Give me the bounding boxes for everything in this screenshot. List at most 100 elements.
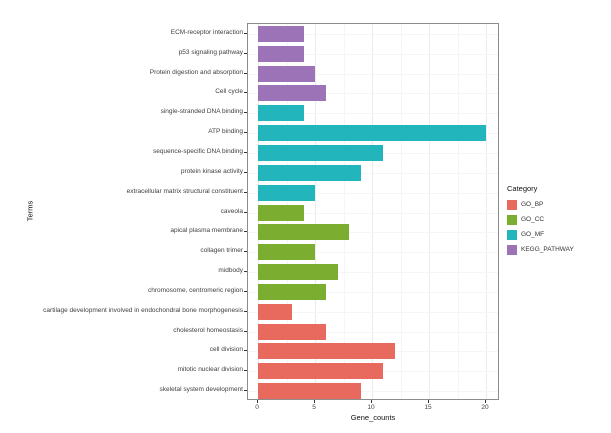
y-tick-mark <box>244 330 247 332</box>
bar-go_bp <box>258 323 327 340</box>
bar-go_mf <box>258 144 384 161</box>
gridline-major <box>486 24 487 399</box>
gridline-major <box>429 24 430 399</box>
y-tick-label: sequence-specific DNA binding <box>153 147 243 155</box>
y-tick-mark <box>244 52 247 54</box>
y-tick-label: collagen trimer <box>200 247 243 255</box>
x-axis-title: Gene_counts <box>350 413 396 422</box>
bar-go_mf <box>258 184 315 201</box>
bar-go_cc <box>258 264 338 281</box>
y-tick-label: caveola <box>220 207 243 215</box>
y-tick-mark <box>244 151 247 153</box>
gridline-minor <box>457 24 459 399</box>
gridline-horizontal <box>248 391 498 393</box>
y-axis-title: Terms <box>25 200 35 222</box>
gridline-horizontal <box>248 93 498 95</box>
bar-go_cc <box>258 204 304 221</box>
bar-go_cc <box>258 244 315 261</box>
bar-go_mf <box>258 164 361 181</box>
y-tick-mark <box>244 72 247 74</box>
gridline-horizontal <box>248 33 498 35</box>
legend-swatch-icon <box>507 229 517 240</box>
x-tick-mark <box>485 400 486 403</box>
bar-kegg_pathway <box>258 85 327 102</box>
y-tick-label: single-stranded DNA binding <box>160 108 243 116</box>
y-tick-mark <box>244 112 247 114</box>
x-tick-label: 20 <box>481 404 489 411</box>
y-tick-mark <box>244 171 247 173</box>
legend-title: Category <box>507 184 538 193</box>
y-tick-mark <box>244 271 247 273</box>
bar-go_bp <box>258 343 395 360</box>
y-tick-label: cholesterol homeostasis <box>173 326 243 334</box>
y-tick-label: extracellular matrix structural constitu… <box>126 187 243 195</box>
y-tick-label: Protein digestion and absorption <box>149 68 243 76</box>
gridline-horizontal <box>248 272 498 274</box>
bar-go_bp <box>258 303 293 320</box>
bar-kegg_pathway <box>258 65 315 82</box>
y-tick-label: mitotic nuclear division <box>177 366 243 374</box>
gridline-minor <box>343 24 345 399</box>
y-tick-mark <box>244 290 247 292</box>
legend-item-go_bp: GO_BP <box>507 197 574 212</box>
y-tick-mark <box>244 32 247 34</box>
gridline-horizontal <box>248 73 498 75</box>
bar-go_cc <box>258 283 327 300</box>
legend-swatch-icon <box>507 214 517 225</box>
bar-go_bp <box>258 363 384 380</box>
x-tick-label: 5 <box>312 404 316 411</box>
gridline-horizontal <box>248 53 498 55</box>
legend-label: GO_MF <box>521 231 545 238</box>
gridline-horizontal <box>248 192 498 194</box>
legend-items: GO_BP GO_CC GO_MF KEGG_PATHWAY <box>507 197 574 257</box>
y-tick-mark <box>244 251 247 253</box>
y-tick-label: ECM-receptor interaction <box>170 28 243 36</box>
y-tick-label: cell division <box>209 346 243 354</box>
bar-go_cc <box>258 224 350 241</box>
legend-label: KEGG_PATHWAY <box>521 246 574 253</box>
y-tick-label: Cell cycle <box>215 88 243 96</box>
y-tick-mark <box>244 191 247 193</box>
x-tick-label: 10 <box>367 404 375 411</box>
legend-label: GO_CC <box>521 216 545 223</box>
gridline-minor <box>400 24 402 399</box>
gridline-horizontal <box>248 212 498 214</box>
x-tick-mark <box>428 400 429 403</box>
gridline-horizontal <box>248 232 498 234</box>
gridline-major <box>372 24 373 399</box>
y-tick-mark <box>244 370 247 372</box>
legend-item-go_cc: GO_CC <box>507 212 574 227</box>
bar-go_bp <box>258 383 361 400</box>
gridline-horizontal <box>248 331 498 333</box>
x-tick-mark <box>314 400 315 403</box>
bar-kegg_pathway <box>258 45 304 62</box>
plot-panel <box>247 23 499 400</box>
y-tick-mark <box>244 211 247 213</box>
gridline-horizontal <box>248 291 498 293</box>
y-tick-mark <box>244 132 247 134</box>
bar-go_mf <box>258 105 304 122</box>
y-tick-label: protein kinase activity <box>180 167 243 175</box>
y-tick-label: skeletal system development <box>159 386 243 394</box>
gridline-horizontal <box>248 311 498 313</box>
bar-kegg_pathway <box>258 25 304 42</box>
bar-go_mf <box>258 125 486 142</box>
gridline-major <box>315 24 316 399</box>
legend-item-go_mf: GO_MF <box>507 227 574 242</box>
y-tick-mark <box>244 231 247 233</box>
gridline-horizontal <box>248 252 498 254</box>
x-tick-label: 15 <box>424 404 432 411</box>
legend-swatch-icon <box>507 199 517 210</box>
y-tick-mark <box>244 390 247 392</box>
gridline-horizontal <box>248 172 498 174</box>
y-tick-label: ATP binding <box>208 128 243 136</box>
x-tick-label: 0 <box>255 404 259 411</box>
y-tick-label: apical plasma membrane <box>170 227 243 235</box>
gridline-horizontal <box>248 113 498 115</box>
y-tick-mark <box>244 350 247 352</box>
legend: Category GO_BP GO_CC GO_MF KEGG_PATHWAY <box>507 184 574 257</box>
y-tick-label: cartilage development involved in endoch… <box>43 306 243 314</box>
legend-swatch-icon <box>507 244 517 255</box>
y-tick-mark <box>244 310 247 312</box>
